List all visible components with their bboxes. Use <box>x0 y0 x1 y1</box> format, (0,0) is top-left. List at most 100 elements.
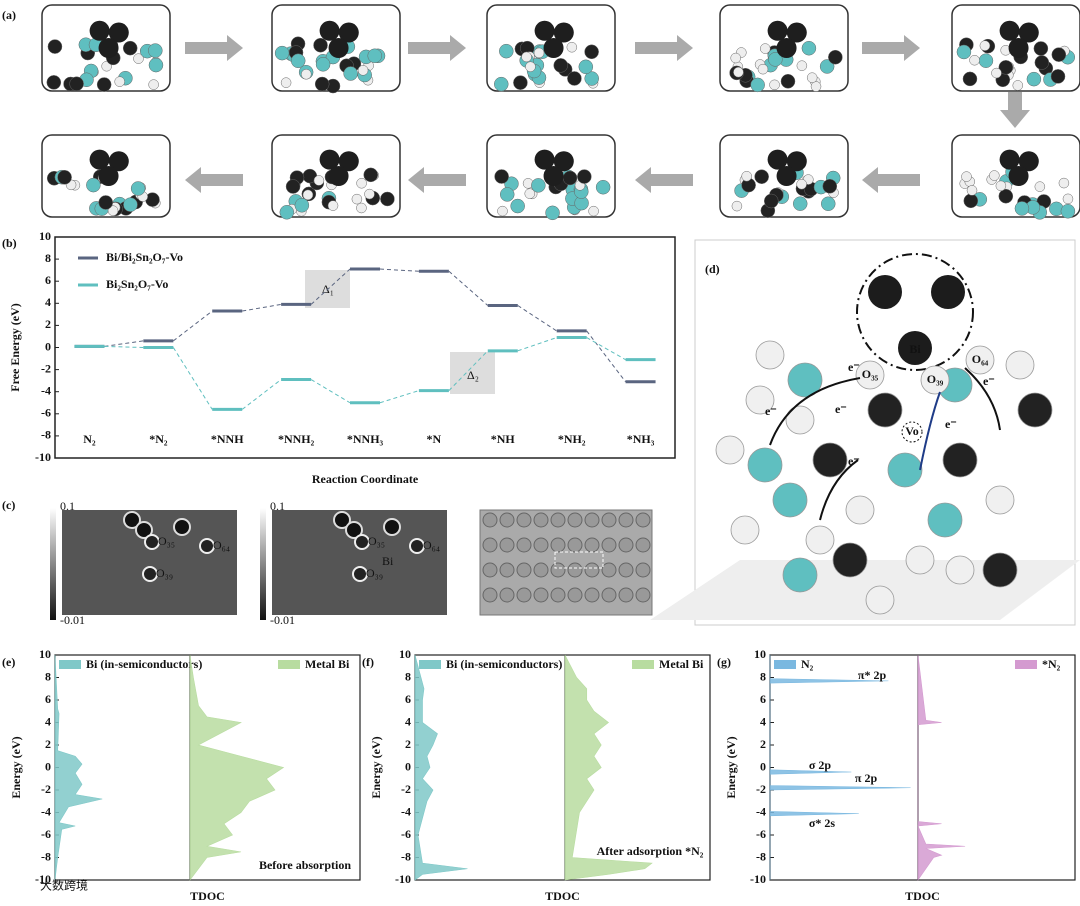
y-tick-label: 2 <box>405 737 411 751</box>
arrow <box>862 167 920 193</box>
dos-area <box>564 654 653 881</box>
atom <box>806 72 818 83</box>
atom <box>945 555 975 585</box>
watermark: 大数跨境 <box>40 878 88 893</box>
atom <box>989 170 1000 181</box>
atom <box>1051 47 1067 62</box>
atom <box>122 40 138 56</box>
y-tick-label: -2 <box>756 782 766 796</box>
atom-label: O₃₉ <box>156 566 173 580</box>
atom <box>601 537 617 553</box>
atom <box>1026 71 1042 87</box>
atom <box>86 177 101 193</box>
atom <box>524 188 536 199</box>
connector <box>241 379 282 410</box>
x-tick-label: *N₂ <box>149 432 168 446</box>
annotation: After adsorption *N₂ <box>597 844 704 858</box>
atom <box>601 562 617 578</box>
y-tick-label: -4 <box>401 804 411 818</box>
y-tick-label: 4 <box>45 714 51 728</box>
atom <box>107 205 119 216</box>
y-tick-label: -4 <box>41 804 51 818</box>
x-tick-label: *NH₂ <box>558 432 586 446</box>
connector <box>379 390 420 404</box>
atom <box>47 39 63 54</box>
y-tick-label: 6 <box>45 273 51 287</box>
atom <box>567 562 583 578</box>
electron-path <box>919 391 941 471</box>
bi-atom <box>553 151 574 172</box>
electron-label: e⁻ <box>983 374 995 388</box>
atom <box>525 61 536 72</box>
atom-glow <box>352 566 368 582</box>
arrow <box>635 35 693 61</box>
atom <box>314 76 330 92</box>
bi-atom <box>767 149 788 170</box>
atom <box>584 587 600 603</box>
x-tick-label: *N <box>427 432 442 446</box>
atom <box>499 562 515 578</box>
atom <box>494 169 509 184</box>
atom <box>618 512 634 528</box>
atom <box>584 562 600 578</box>
colorbar <box>50 508 56 620</box>
connector <box>173 310 213 342</box>
atom <box>482 512 498 528</box>
atom <box>796 178 807 190</box>
connector <box>448 350 489 391</box>
atom <box>588 205 599 217</box>
annotation: σ 2p <box>809 758 832 772</box>
bi-atom <box>338 22 359 43</box>
bi-atom <box>534 20 555 41</box>
panel-label: (d) <box>705 262 720 276</box>
y-tick-label: 6 <box>760 692 766 706</box>
bi-atom <box>767 20 788 41</box>
atom <box>828 49 843 65</box>
y-tick-label: 4 <box>45 295 51 309</box>
atom <box>567 512 583 528</box>
arrow <box>635 167 693 193</box>
atom-glow <box>135 521 153 539</box>
colorbar-label: 0.1 <box>270 499 285 513</box>
y-tick-label: -10 <box>750 872 766 886</box>
atom <box>550 537 566 553</box>
y-tick-label: 2 <box>45 317 51 331</box>
y-tick-label: 10 <box>39 229 51 243</box>
atom <box>1058 177 1070 189</box>
highlight <box>554 551 604 569</box>
bi-atom <box>338 151 359 172</box>
atom <box>1014 201 1030 216</box>
arrow <box>408 35 466 61</box>
atom <box>313 37 328 53</box>
atom <box>521 51 532 63</box>
y-tick-label: 0 <box>45 759 51 773</box>
atom <box>985 485 1015 515</box>
atom <box>584 512 600 528</box>
bi-atom <box>98 38 119 58</box>
atom-glow <box>333 511 351 529</box>
bi-atom <box>328 166 349 186</box>
atom <box>531 178 546 193</box>
colorbar <box>260 508 266 620</box>
atom <box>979 40 991 51</box>
atom <box>821 196 836 212</box>
x-tick-label: *NH <box>491 432 516 446</box>
atom <box>584 71 599 86</box>
panel-label: (e) <box>2 655 15 669</box>
atom <box>1005 350 1035 380</box>
x-tick-label: *NH₃ <box>627 432 655 446</box>
x-axis-label: TDOC <box>190 889 225 903</box>
atom <box>965 345 995 375</box>
x-axis-label: Reaction Coordinate <box>312 472 419 486</box>
y-axis-label: Energy (eV) <box>9 736 23 798</box>
atom <box>499 587 515 603</box>
atom-label: Bi <box>909 342 921 356</box>
atom <box>772 482 808 518</box>
cluster-ring <box>856 253 974 371</box>
panel-label: (g) <box>717 655 731 669</box>
atom <box>760 43 771 54</box>
atom <box>618 537 634 553</box>
atom <box>114 76 125 87</box>
atom <box>351 193 363 205</box>
bi-atom <box>999 149 1020 170</box>
